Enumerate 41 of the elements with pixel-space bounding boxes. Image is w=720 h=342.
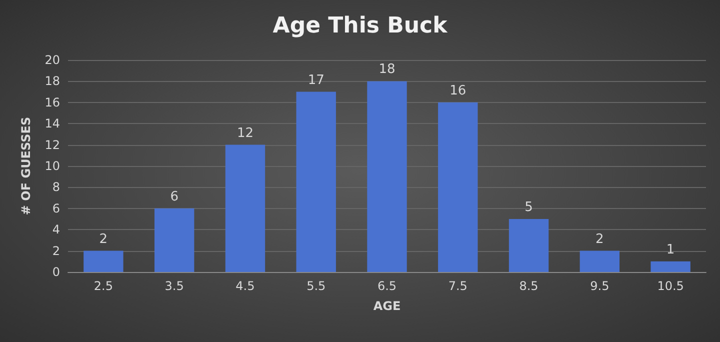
bar <box>650 261 690 272</box>
y-tick-label: 20 <box>44 53 60 67</box>
y-tick-label: 12 <box>44 138 60 152</box>
data-label: 12 <box>236 126 254 141</box>
bar <box>367 81 407 272</box>
y-tick-label: 8 <box>52 180 60 194</box>
y-tick-label: 0 <box>52 265 60 279</box>
data-label: 18 <box>378 62 396 78</box>
bar <box>438 102 478 272</box>
y-tick-label: 4 <box>52 222 60 237</box>
data-label: 1 <box>666 242 675 258</box>
bar <box>225 144 266 272</box>
x-axis-title: AGE <box>373 299 401 313</box>
chart-title: Age This Buck <box>272 14 449 38</box>
x-tick-label: 8.5 <box>519 279 538 293</box>
y-tick-label: 16 <box>44 95 60 110</box>
bar <box>580 250 620 272</box>
y-tick-label: 14 <box>44 116 60 131</box>
data-label: 2 <box>596 232 604 247</box>
bar <box>508 219 549 272</box>
x-tick-label: 4.5 <box>236 279 255 293</box>
y-tick-label: 18 <box>44 74 60 88</box>
y-tick-label: 6 <box>52 201 60 216</box>
x-tick-label: 10.5 <box>657 279 684 293</box>
y-axis-title: # OF GUESSES <box>19 116 33 216</box>
x-tick-label: 3.5 <box>164 279 184 293</box>
x-tick-label: 6.5 <box>377 279 397 293</box>
bar <box>296 92 336 272</box>
y-tick-label: 10 <box>44 159 60 173</box>
x-tick-label: 2.5 <box>94 279 113 293</box>
data-label: 16 <box>450 83 466 98</box>
bar <box>154 208 194 272</box>
x-tick-label: 7.5 <box>448 279 468 293</box>
data-label: 6 <box>170 189 178 204</box>
data-label: 2 <box>99 232 108 247</box>
data-label: 17 <box>308 72 324 88</box>
x-tick-label: 9.5 <box>590 279 610 293</box>
data-label: 5 <box>524 200 533 215</box>
y-tick-label: 2 <box>52 244 60 258</box>
bar <box>84 250 124 272</box>
x-tick-label: 5.5 <box>306 279 326 293</box>
